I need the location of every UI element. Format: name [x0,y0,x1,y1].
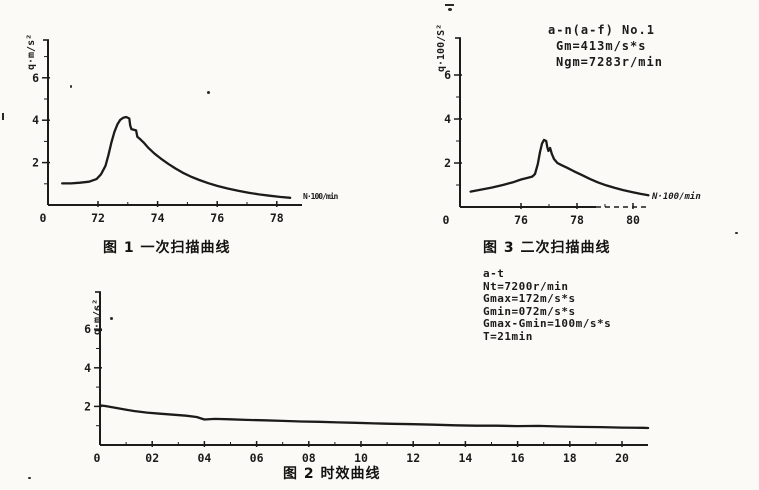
x-tick-label: 0 [40,211,47,225]
x-tick-label: 78 [270,211,284,225]
x-tick-label: 18 [563,451,577,465]
fig1-plot: 0 72 74 76 78 2 4 6 [32,39,302,225]
scan-speck [445,4,454,6]
y-tick-label: 6 [444,68,451,82]
scan-speck [28,477,31,479]
x-tick-label: 0 [443,213,450,227]
fig3-plot: 0 76 78 80 2 4 6 [443,37,650,227]
annotation-line: Ngm=7283r/min [556,55,663,69]
x-tick-label: 08 [302,451,316,465]
fig3-curve [469,138,650,197]
fig3-y-axis-label: q·100/S² [436,23,447,72]
scan-speck [70,85,72,88]
annotation-line: Gmax=172m/s*s [483,292,576,305]
fig2-curve [98,404,650,430]
scan-speck [448,8,452,11]
annotation-line: Nt=7200r/min [483,279,569,293]
fig1-caption: 图 1 一次扫描曲线 [103,240,231,256]
annotation-line: Gmax-Gmin=100m/s*s [483,317,612,330]
x-tick-label: 16 [511,451,525,465]
y-tick-label: 4 [84,361,91,375]
x-tick-label: 14 [458,451,472,465]
scan-speck [2,113,4,120]
x-tick-label: 04 [197,451,211,465]
fig2-caption: 图 2 时效曲线 [283,466,381,482]
x-tick-label: 72 [91,211,105,225]
x-tick-label: 80 [626,213,640,227]
annotation-line: a-t [483,267,505,280]
x-tick-label: 78 [570,213,584,227]
y-tick-label: 6 [32,71,39,85]
fig2-plot: 0 02 04 06 08 10 12 14 16 18 20 2 4 6 [84,291,650,465]
x-tick-label: 76 [514,213,528,227]
fig2-annotation: a-t Nt=7200r/min Gmax=172m/s*s Gmin=072m… [483,267,612,343]
annotation-line: Gmin=072m/s*s [483,304,576,318]
x-tick-label: 10 [354,451,368,465]
fig3-annotation: a-n(a-f) No.1 Gm=413m/s*s Ngm=7283r/min [548,22,663,70]
y-tick-label: 2 [84,399,91,413]
y-tick-label: 2 [444,156,451,170]
fig1-x-axis-label: N·100/min [303,192,338,201]
x-tick-label: 12 [406,451,420,465]
fig3-caption: 图 3 二次扫描曲线 [483,240,611,256]
x-tick-label: 20 [615,451,629,465]
annotation-line: T=21min [483,329,533,343]
x-tick-label: 74 [151,211,165,225]
y-tick-label: 4 [444,112,451,126]
fig2-y-axis-label: q·m/s² [92,298,103,335]
fig1-curve [61,115,292,199]
fig3-x-axis-label: N·100/min [652,192,701,202]
y-tick-label: 2 [32,156,39,170]
x-tick-label: 02 [145,451,159,465]
scan-speck [110,317,113,320]
x-tick-label: 0 [94,451,101,465]
annotation-line: a-n(a-f) No.1 [548,23,655,37]
x-tick-label: 06 [250,451,264,465]
y-tick-label: 4 [32,113,39,127]
fig1-y-axis-label: q·m/s² [26,33,37,70]
annotation-line: Gm=413m/s*s [556,39,647,53]
scan-speck [207,91,210,94]
scan-speck [735,232,738,234]
y-tick-label: 6 [84,322,91,336]
x-tick-label: 76 [210,211,224,225]
